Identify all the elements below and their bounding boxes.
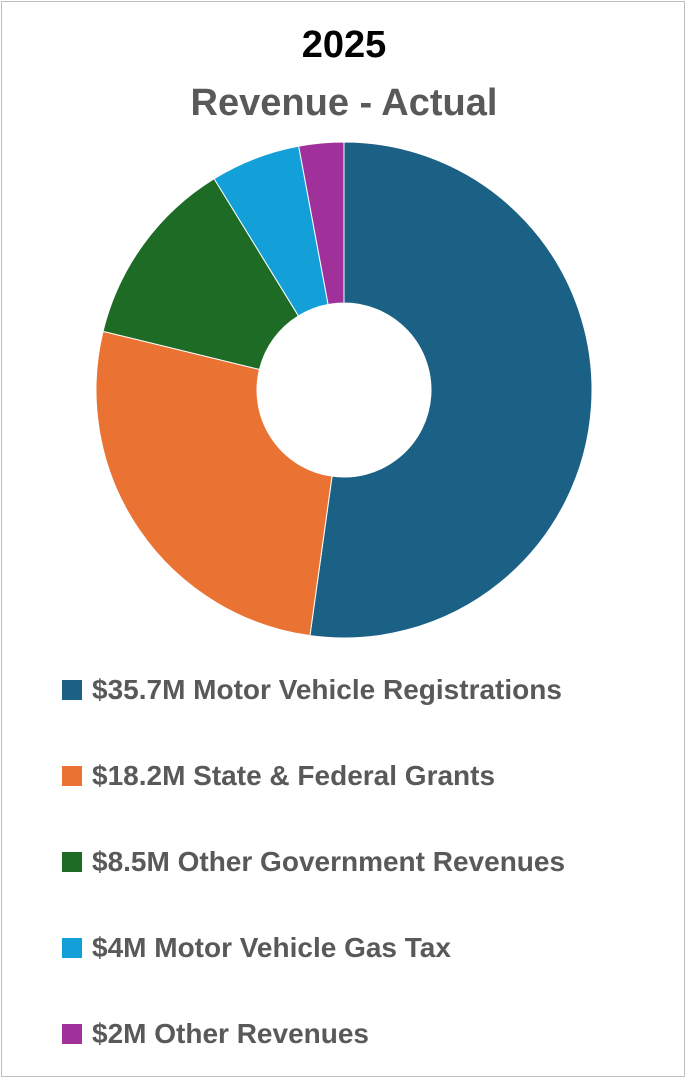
legend-swatch (62, 680, 82, 700)
donut-slice-2 (95, 330, 333, 637)
legend-label: $4M Motor Vehicle Gas Tax (92, 932, 451, 963)
legend-swatch (62, 852, 82, 872)
legend-label: $2M Other Revenues (92, 1018, 369, 1049)
donut-slice-3 (102, 178, 300, 371)
legend-label: $8.5M Other Government Revenues (92, 846, 566, 877)
chart-subtitle: Revenue - Actual (190, 82, 498, 124)
legend-swatch (62, 1024, 82, 1044)
legend-label: $18.2M State & Federal Grants (92, 760, 496, 791)
legend-swatch (62, 938, 82, 958)
legend-item-3: $8.5M Other Government Revenues (62, 842, 565, 882)
legend-item-5: $2M Other Revenues (62, 1014, 369, 1054)
legend-item-4: $4M Motor Vehicle Gas Tax (62, 928, 451, 968)
legend-swatch (62, 766, 82, 786)
chart-title: 2025 (301, 24, 387, 66)
legend-label: $35.7M Motor Vehicle Registrations (92, 674, 562, 705)
donut-slice-5 (298, 141, 345, 306)
donut-slice-1 (309, 141, 593, 639)
legend-item-2: $18.2M State & Federal Grants (62, 756, 495, 796)
legend-item-1: $35.7M Motor Vehicle Registrations (62, 670, 562, 710)
